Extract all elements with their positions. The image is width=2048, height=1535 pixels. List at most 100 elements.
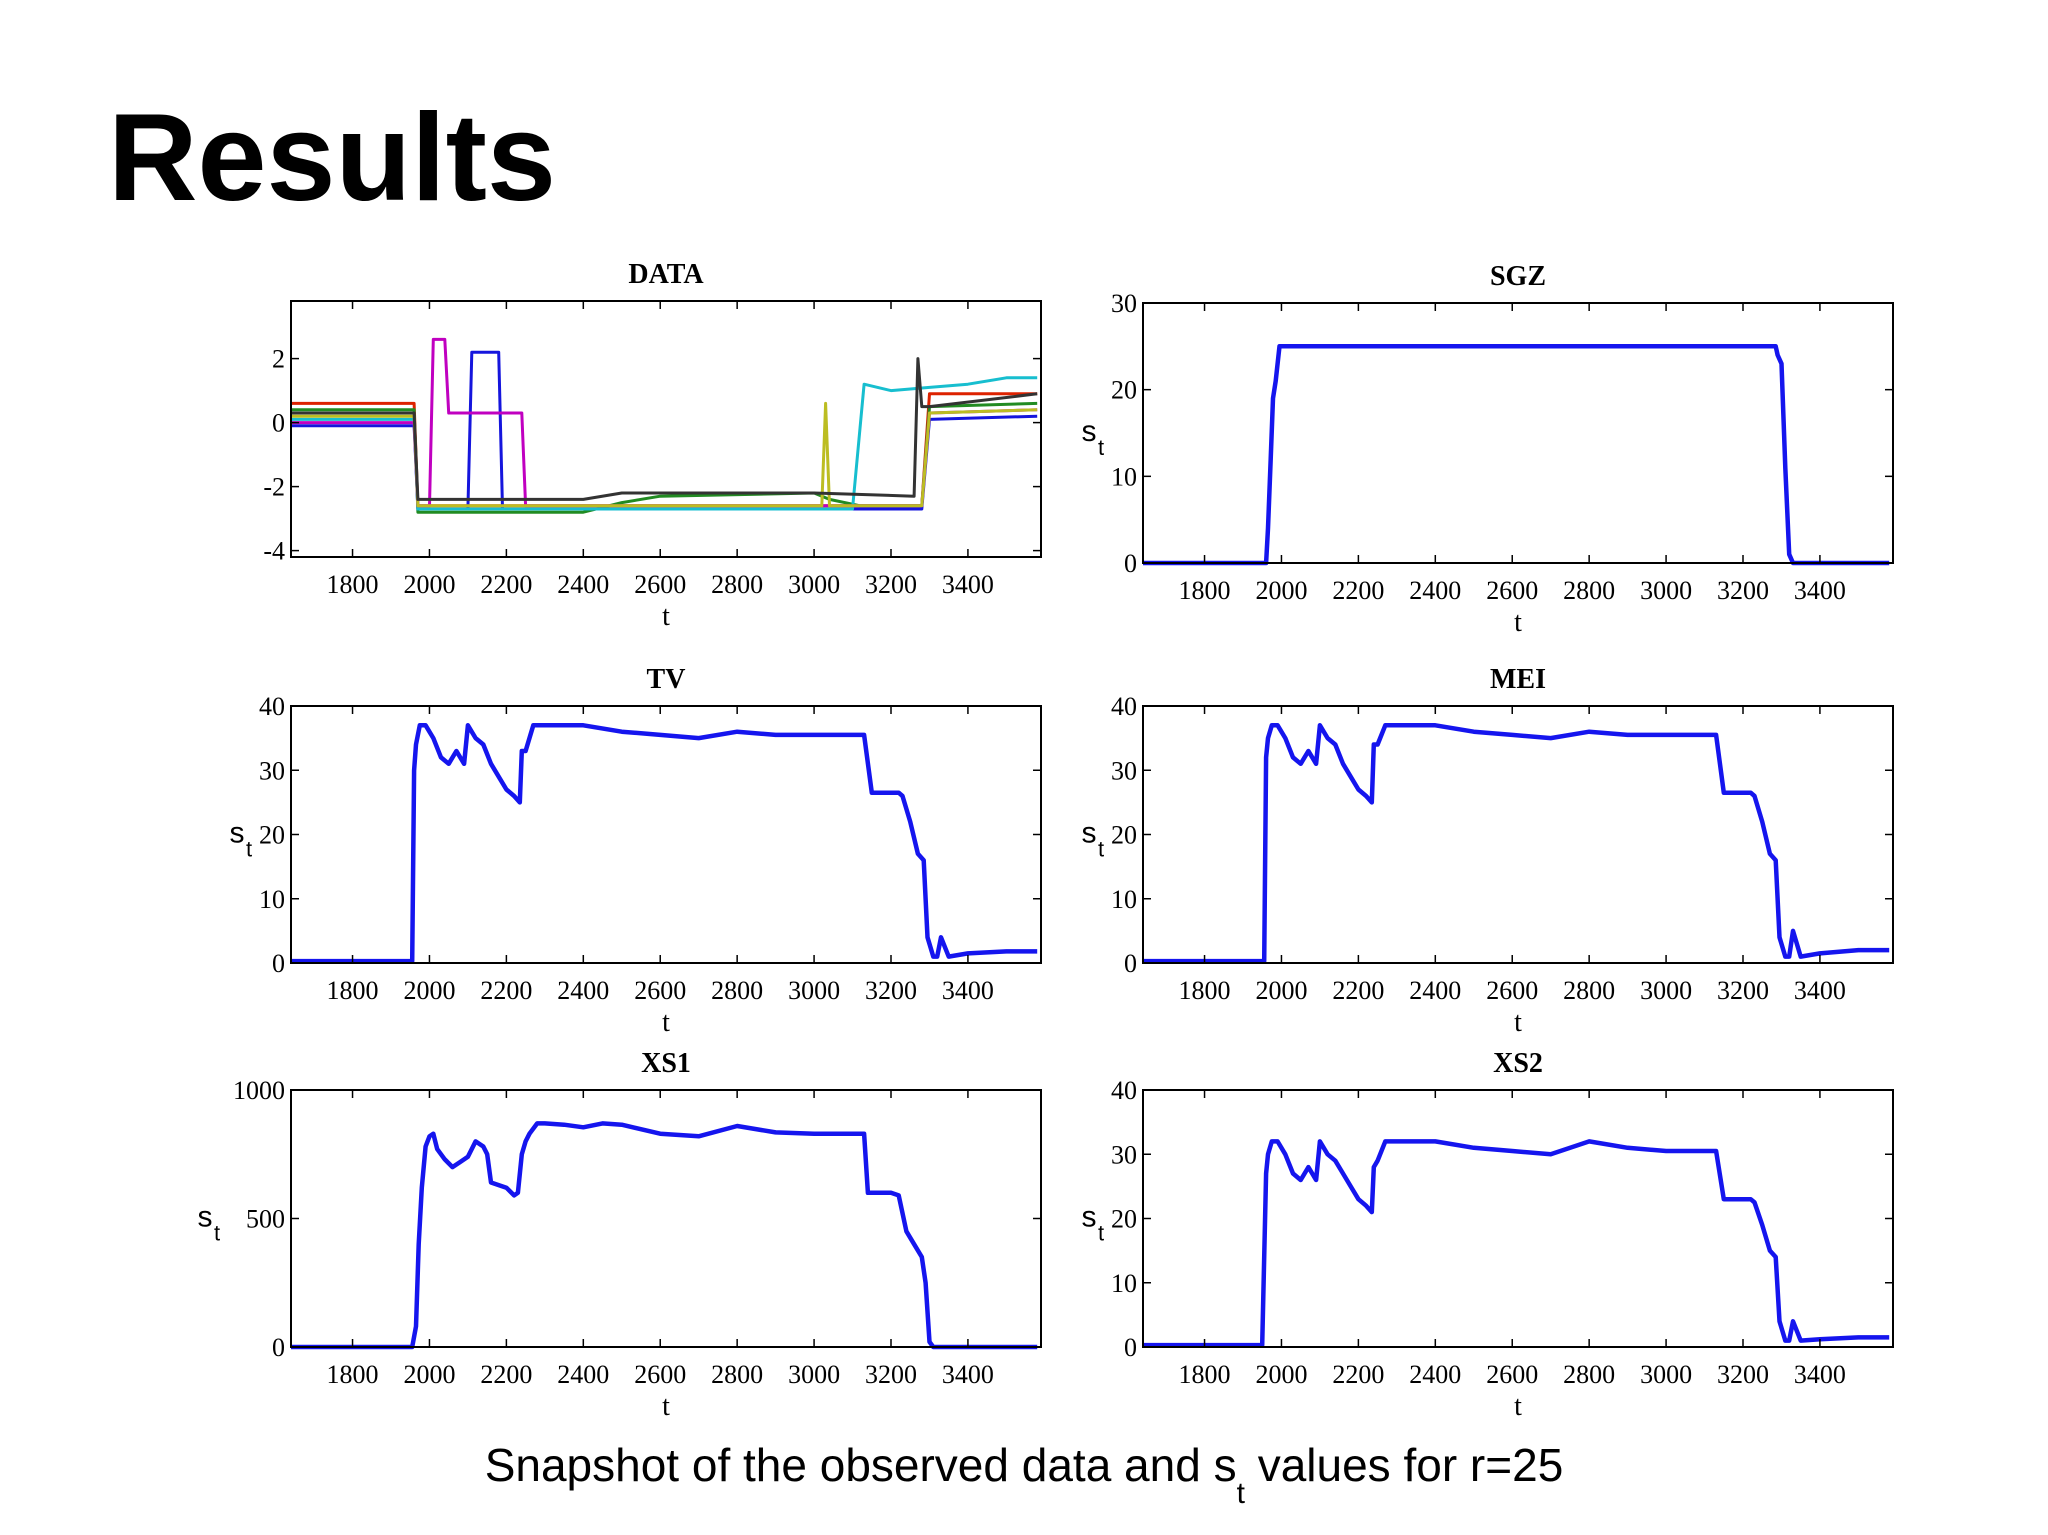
- chart-title-data: DATA: [628, 259, 704, 290]
- caption-text-end: values for r=25: [1244, 1439, 1564, 1491]
- x-tick-label-sgz-2600: 2600: [1486, 576, 1538, 605]
- y-axis-label-sub-mei: t: [1098, 837, 1104, 862]
- y-tick-label-mei-0: 0: [1124, 949, 1137, 978]
- x-tick-label-sgz-2800: 2800: [1563, 576, 1615, 605]
- x-axis-label-xs2: t: [1514, 1391, 1522, 1422]
- x-tick-label-mei-2400: 2400: [1409, 976, 1461, 1005]
- x-tick-label-xs2-3400: 3400: [1794, 1360, 1846, 1389]
- series-line-mei-s_t: [1143, 723, 1890, 964]
- chart-xs1: 1800 2000 2200 2400 2600 2800 3000 3200 3400 0 500…: [198, 1048, 1042, 1422]
- x-tick-label-xs1-1800: 1800: [327, 1360, 379, 1389]
- chart-sgz: 1800 2000 2200 2400 2600 2800 3000 3200 3400 0 10 2…: [1082, 261, 1894, 638]
- x-tick-label-xs2-2200: 2200: [1332, 1360, 1384, 1389]
- y-tick-label-tv-30: 30: [259, 756, 285, 785]
- x-tick-label-data-2200: 2200: [480, 570, 532, 599]
- x-tick-label-data-3400: 3400: [942, 570, 994, 599]
- x-tick-label-xs1-3400: 3400: [942, 1360, 994, 1389]
- y-axis-label-xs2: s: [1082, 1201, 1097, 1234]
- y-axis-label-xs1: s: [198, 1201, 213, 1234]
- chart-title-mei: MEI: [1490, 664, 1546, 695]
- x-axis-label-data: t: [662, 601, 670, 632]
- y-tick-label-tv-20: 20: [259, 821, 285, 850]
- x-tick-label-tv-1800: 1800: [327, 976, 379, 1005]
- x-tick-label-mei-3000: 3000: [1640, 976, 1692, 1005]
- y-tick-label-mei-40: 40: [1111, 692, 1137, 721]
- x-tick-label-data-2800: 2800: [711, 570, 763, 599]
- x-tick-label-xs1-3000: 3000: [788, 1360, 840, 1389]
- x-tick-label-sgz-3000: 3000: [1640, 576, 1692, 605]
- x-tick-label-sgz-3400: 3400: [1794, 576, 1846, 605]
- x-tick-label-xs2-3000: 3000: [1640, 1360, 1692, 1389]
- x-tick-label-mei-2800: 2800: [1563, 976, 1615, 1005]
- series-line-sgz-s_t: [1143, 344, 1890, 566]
- x-tick-label-data-3200: 3200: [865, 570, 917, 599]
- x-tick-label-mei-2200: 2200: [1332, 976, 1384, 1005]
- chart-title-xs2: XS2: [1493, 1048, 1543, 1079]
- x-tick-label-xs2-2000: 2000: [1255, 1360, 1307, 1389]
- x-tick-label-data-3000: 3000: [788, 570, 840, 599]
- chart-data: 1800 2000 2200 2400 2600 2800 3000 3200 3400 -4 -2…: [263, 259, 1042, 632]
- slide-caption: Snapshot of the observed data and st val…: [0, 1438, 2048, 1510]
- x-tick-label-tv-3400: 3400: [942, 976, 994, 1005]
- y-tick-label-data-0: 0: [272, 409, 285, 438]
- y-tick-label-xs2-10: 10: [1111, 1269, 1137, 1298]
- y-axis-label-sgz: s: [1082, 415, 1097, 448]
- y-tick-label-tv-40: 40: [259, 692, 285, 721]
- x-tick-label-sgz-2000: 2000: [1255, 576, 1307, 605]
- y-tick-label-data--4: -4: [263, 537, 285, 566]
- y-axis-label-sub-xs1: t: [214, 1221, 220, 1246]
- axes-box-sgz: [1142, 302, 1894, 564]
- x-tick-label-xs1-2600: 2600: [634, 1360, 686, 1389]
- y-tick-label-mei-10: 10: [1111, 885, 1137, 914]
- y-tick-label-sgz-10: 10: [1111, 462, 1137, 491]
- x-tick-label-mei-1800: 1800: [1179, 976, 1231, 1005]
- series-line-tv-s_t: [291, 723, 1038, 964]
- y-tick-label-xs2-20: 20: [1111, 1205, 1137, 1234]
- x-tick-label-tv-2400: 2400: [557, 976, 609, 1005]
- x-tick-label-xs1-2400: 2400: [557, 1360, 609, 1389]
- x-tick-label-tv-2200: 2200: [480, 976, 532, 1005]
- x-tick-label-sgz-2400: 2400: [1409, 576, 1461, 605]
- chart-tv: 1800 2000 2200 2400 2600 2800 3000 3200 3400 0 10 2…: [230, 664, 1042, 1038]
- x-tick-label-data-1800: 1800: [327, 570, 379, 599]
- x-axis-label-xs1: t: [662, 1391, 670, 1422]
- x-tick-label-mei-3400: 3400: [1794, 976, 1846, 1005]
- y-tick-label-tv-0: 0: [272, 949, 285, 978]
- x-axis-label-tv: t: [662, 1007, 670, 1038]
- slide-title: Results: [108, 89, 556, 227]
- y-axis-label-tv: s: [230, 817, 245, 850]
- x-tick-label-tv-2800: 2800: [711, 976, 763, 1005]
- y-tick-label-xs2-30: 30: [1111, 1140, 1137, 1169]
- x-tick-label-xs2-1800: 1800: [1179, 1360, 1231, 1389]
- chart-mei: 1800 2000 2200 2400 2600 2800 3000 3200 3400 0 10 2…: [1082, 664, 1894, 1038]
- axes-box-data: [290, 300, 1042, 558]
- caption-text: Snapshot of the observed data and s: [484, 1439, 1237, 1491]
- y-axis-label-sub-xs2: t: [1098, 1221, 1104, 1246]
- caption-subscript: t: [1236, 1477, 1245, 1510]
- chart-title-sgz: SGZ: [1490, 261, 1546, 292]
- y-tick-label-xs1-500: 500: [246, 1205, 285, 1234]
- x-tick-label-tv-2600: 2600: [634, 976, 686, 1005]
- y-tick-label-xs1-1000: 1000: [233, 1076, 285, 1105]
- x-tick-label-xs2-2800: 2800: [1563, 1360, 1615, 1389]
- x-tick-label-data-2400: 2400: [557, 570, 609, 599]
- chart-title-xs1: XS1: [641, 1048, 691, 1079]
- y-tick-label-xs1-0: 0: [272, 1333, 285, 1362]
- y-tick-label-tv-10: 10: [259, 885, 285, 914]
- x-tick-label-data-2000: 2000: [403, 570, 455, 599]
- series-line-data-blue: [291, 350, 1038, 511]
- x-tick-label-tv-3200: 3200: [865, 976, 917, 1005]
- y-tick-label-xs2-40: 40: [1111, 1076, 1137, 1105]
- y-tick-label-sgz-30: 30: [1111, 289, 1137, 318]
- y-tick-label-mei-30: 30: [1111, 756, 1137, 785]
- chart-xs2: 1800 2000 2200 2400 2600 2800 3000 3200 3400 0 10 2…: [1082, 1048, 1894, 1422]
- x-tick-label-tv-3000: 3000: [788, 976, 840, 1005]
- y-tick-label-data-2: 2: [272, 345, 285, 374]
- y-axis-label-mei: s: [1082, 817, 1097, 850]
- y-axis-label-sub-sgz: t: [1098, 435, 1104, 460]
- x-tick-label-xs1-3200: 3200: [865, 1360, 917, 1389]
- x-tick-label-mei-2600: 2600: [1486, 976, 1538, 1005]
- y-axis-label-sub-tv: t: [246, 837, 252, 862]
- y-tick-label-sgz-20: 20: [1111, 376, 1137, 405]
